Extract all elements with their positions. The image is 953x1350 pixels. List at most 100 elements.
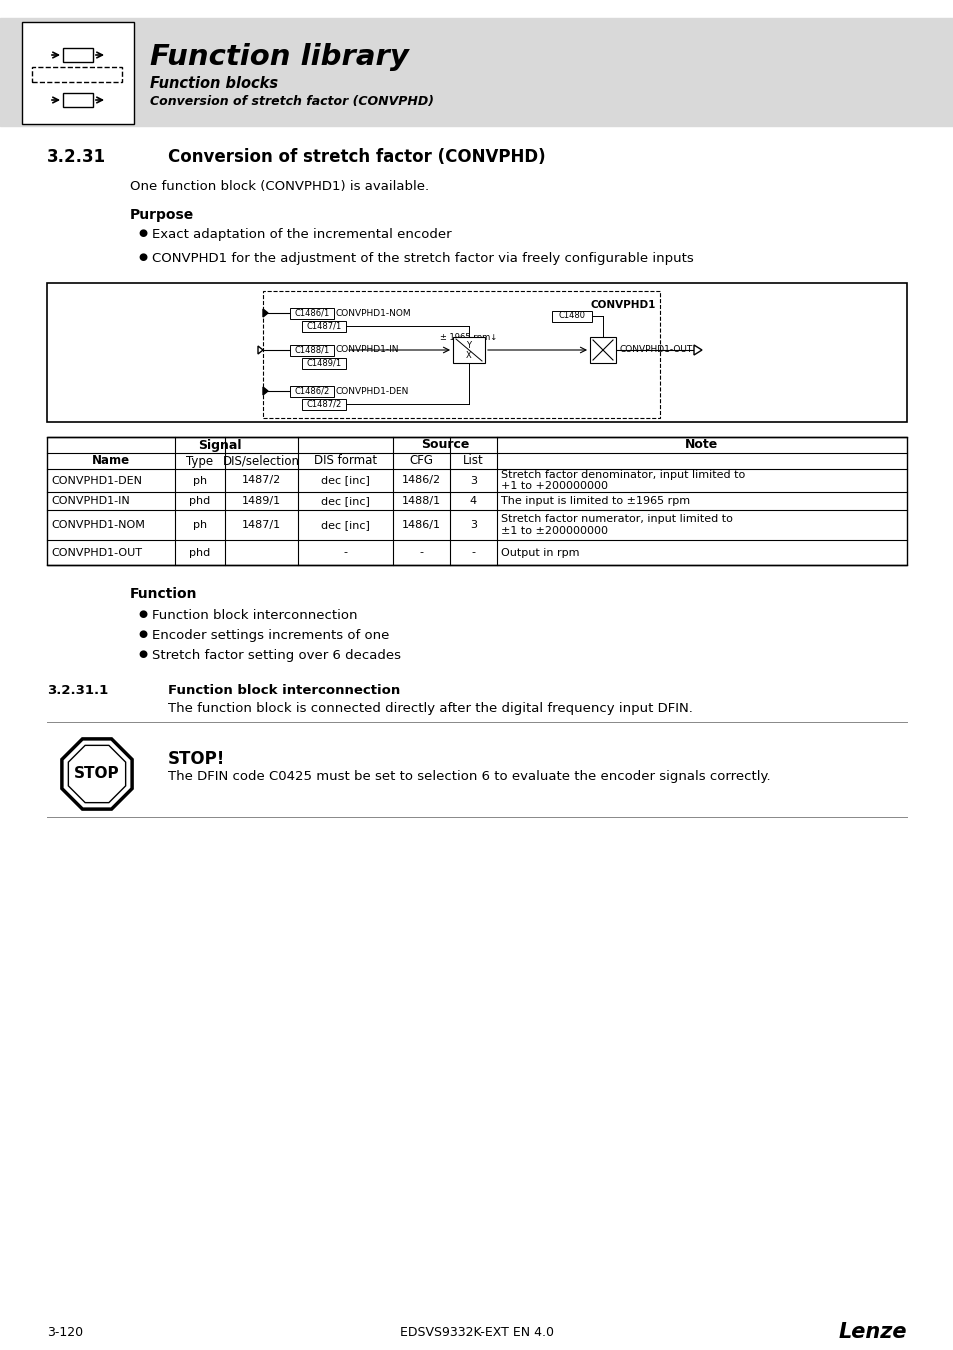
- Bar: [589, 338, 616, 363]
- Text: Purpose: Purpose: [130, 208, 194, 221]
- Bar: [552, 310, 592, 321]
- Text: 3.2.31: 3.2.31: [47, 148, 106, 166]
- Text: CONVPHD1-NOM: CONVPHD1-NOM: [51, 520, 145, 531]
- Text: Function library: Function library: [150, 43, 409, 72]
- Text: ●: ●: [138, 252, 147, 262]
- Text: List: List: [462, 455, 483, 467]
- Text: -: -: [471, 548, 475, 558]
- Text: Function: Function: [130, 587, 197, 601]
- Text: dec [inc]: dec [inc]: [321, 495, 370, 506]
- Text: Signal: Signal: [198, 439, 241, 451]
- Text: ± 1965 rpm↓: ± 1965 rpm↓: [440, 333, 497, 343]
- Text: 1486/1: 1486/1: [401, 520, 440, 531]
- Text: CONVPHD1-IN: CONVPHD1-IN: [335, 346, 399, 355]
- Text: C1487/1: C1487/1: [306, 321, 341, 331]
- Text: CONVPHD1-DEN: CONVPHD1-DEN: [51, 475, 142, 486]
- Text: dec [inc]: dec [inc]: [321, 520, 370, 531]
- Bar: [290, 344, 334, 355]
- Text: X: X: [466, 351, 472, 359]
- Text: 3-120: 3-120: [47, 1326, 83, 1338]
- Polygon shape: [62, 738, 132, 809]
- Text: phd: phd: [190, 495, 211, 506]
- Text: ph: ph: [193, 475, 207, 486]
- Text: DIS format: DIS format: [314, 455, 376, 467]
- Text: Conversion of stretch factor (CONVPHD): Conversion of stretch factor (CONVPHD): [168, 148, 545, 166]
- Text: Stretch factor denominator, input limited to: Stretch factor denominator, input limite…: [500, 470, 744, 481]
- Text: -: -: [343, 548, 347, 558]
- Text: EDSVS9332K-EXT EN 4.0: EDSVS9332K-EXT EN 4.0: [399, 1326, 554, 1338]
- Text: Note: Note: [684, 439, 718, 451]
- Bar: [47, 284, 906, 423]
- Text: 1488/1: 1488/1: [401, 495, 440, 506]
- Text: phd: phd: [190, 548, 211, 558]
- Bar: [0, 18, 953, 126]
- Text: The function block is connected directly after the digital frequency input DFIN.: The function block is connected directly…: [168, 702, 692, 716]
- Polygon shape: [693, 346, 701, 355]
- Text: CONVPHD1-DEN: CONVPHD1-DEN: [335, 386, 409, 396]
- Text: 3: 3: [470, 520, 476, 531]
- Text: 1487/1: 1487/1: [242, 520, 281, 531]
- Polygon shape: [263, 309, 268, 317]
- Text: DIS/selection: DIS/selection: [223, 455, 299, 467]
- Bar: [290, 386, 334, 397]
- Text: Source: Source: [420, 439, 469, 451]
- Text: C1480: C1480: [558, 312, 585, 320]
- Text: 3.2.31.1: 3.2.31.1: [47, 684, 108, 697]
- Text: ph: ph: [193, 520, 207, 531]
- Text: -: -: [419, 548, 423, 558]
- Polygon shape: [257, 346, 263, 354]
- Bar: [63, 93, 92, 107]
- Text: 4: 4: [470, 495, 476, 506]
- Bar: [290, 308, 334, 319]
- Text: CONVPHD1-NOM: CONVPHD1-NOM: [335, 309, 411, 317]
- Text: CONVPHD1-OUT: CONVPHD1-OUT: [51, 548, 142, 558]
- Text: C1488/1: C1488/1: [294, 346, 330, 355]
- Text: Function blocks: Function blocks: [150, 76, 278, 90]
- Bar: [47, 437, 906, 566]
- Text: Type: Type: [186, 455, 213, 467]
- Bar: [263, 292, 659, 418]
- Text: ●: ●: [138, 228, 147, 238]
- Text: The DFIN code C0425 must be set to selection 6 to evaluate the encoder signals c: The DFIN code C0425 must be set to selec…: [168, 769, 770, 783]
- Text: Stretch factor numerator, input limited to: Stretch factor numerator, input limited …: [500, 514, 732, 525]
- Text: Lenze: Lenze: [838, 1322, 906, 1342]
- Text: 1486/2: 1486/2: [401, 475, 440, 486]
- Bar: [63, 49, 92, 62]
- Text: ●: ●: [138, 609, 147, 620]
- Text: +1 to +200000000: +1 to +200000000: [500, 481, 607, 491]
- Text: ●: ●: [138, 649, 147, 659]
- Text: C1489/1: C1489/1: [306, 359, 341, 367]
- Text: Stretch factor setting over 6 decades: Stretch factor setting over 6 decades: [152, 649, 400, 662]
- Bar: [453, 338, 484, 363]
- Text: STOP!: STOP!: [168, 751, 225, 768]
- Text: ±1 to ±200000000: ±1 to ±200000000: [500, 525, 607, 536]
- Text: C1486/2: C1486/2: [294, 386, 330, 396]
- Text: CONVPHD1: CONVPHD1: [590, 300, 656, 310]
- Text: The input is limited to ±1965 rpm: The input is limited to ±1965 rpm: [500, 495, 689, 506]
- Text: CONVPHD1-IN: CONVPHD1-IN: [51, 495, 130, 506]
- Text: 1489/1: 1489/1: [242, 495, 281, 506]
- Text: Exact adaptation of the incremental encoder: Exact adaptation of the incremental enco…: [152, 228, 451, 242]
- Text: STOP: STOP: [74, 767, 120, 782]
- Text: dec [inc]: dec [inc]: [321, 475, 370, 486]
- Text: 1487/2: 1487/2: [242, 475, 281, 486]
- Text: CONVPHD1-OUT: CONVPHD1-OUT: [619, 346, 693, 355]
- Polygon shape: [263, 387, 268, 396]
- Text: Conversion of stretch factor (CONVPHD): Conversion of stretch factor (CONVPHD): [150, 96, 434, 108]
- Text: C1487/2: C1487/2: [306, 400, 341, 409]
- Text: 3: 3: [470, 475, 476, 486]
- Text: Function block interconnection: Function block interconnection: [152, 609, 357, 622]
- Text: Function block interconnection: Function block interconnection: [168, 684, 400, 697]
- Bar: [22, 22, 133, 124]
- Text: C1486/1: C1486/1: [294, 309, 330, 317]
- Bar: [302, 358, 346, 369]
- Text: Name: Name: [91, 455, 130, 467]
- Text: Encoder settings increments of one: Encoder settings increments of one: [152, 629, 389, 643]
- Text: One function block (CONVPHD1) is available.: One function block (CONVPHD1) is availab…: [130, 180, 429, 193]
- Text: Y: Y: [466, 340, 471, 350]
- Text: Output in rpm: Output in rpm: [500, 548, 578, 558]
- Bar: [302, 398, 346, 409]
- Bar: [302, 320, 346, 332]
- Text: CONVPHD1 for the adjustment of the stretch factor via freely configurable inputs: CONVPHD1 for the adjustment of the stret…: [152, 252, 693, 265]
- Bar: [32, 68, 122, 82]
